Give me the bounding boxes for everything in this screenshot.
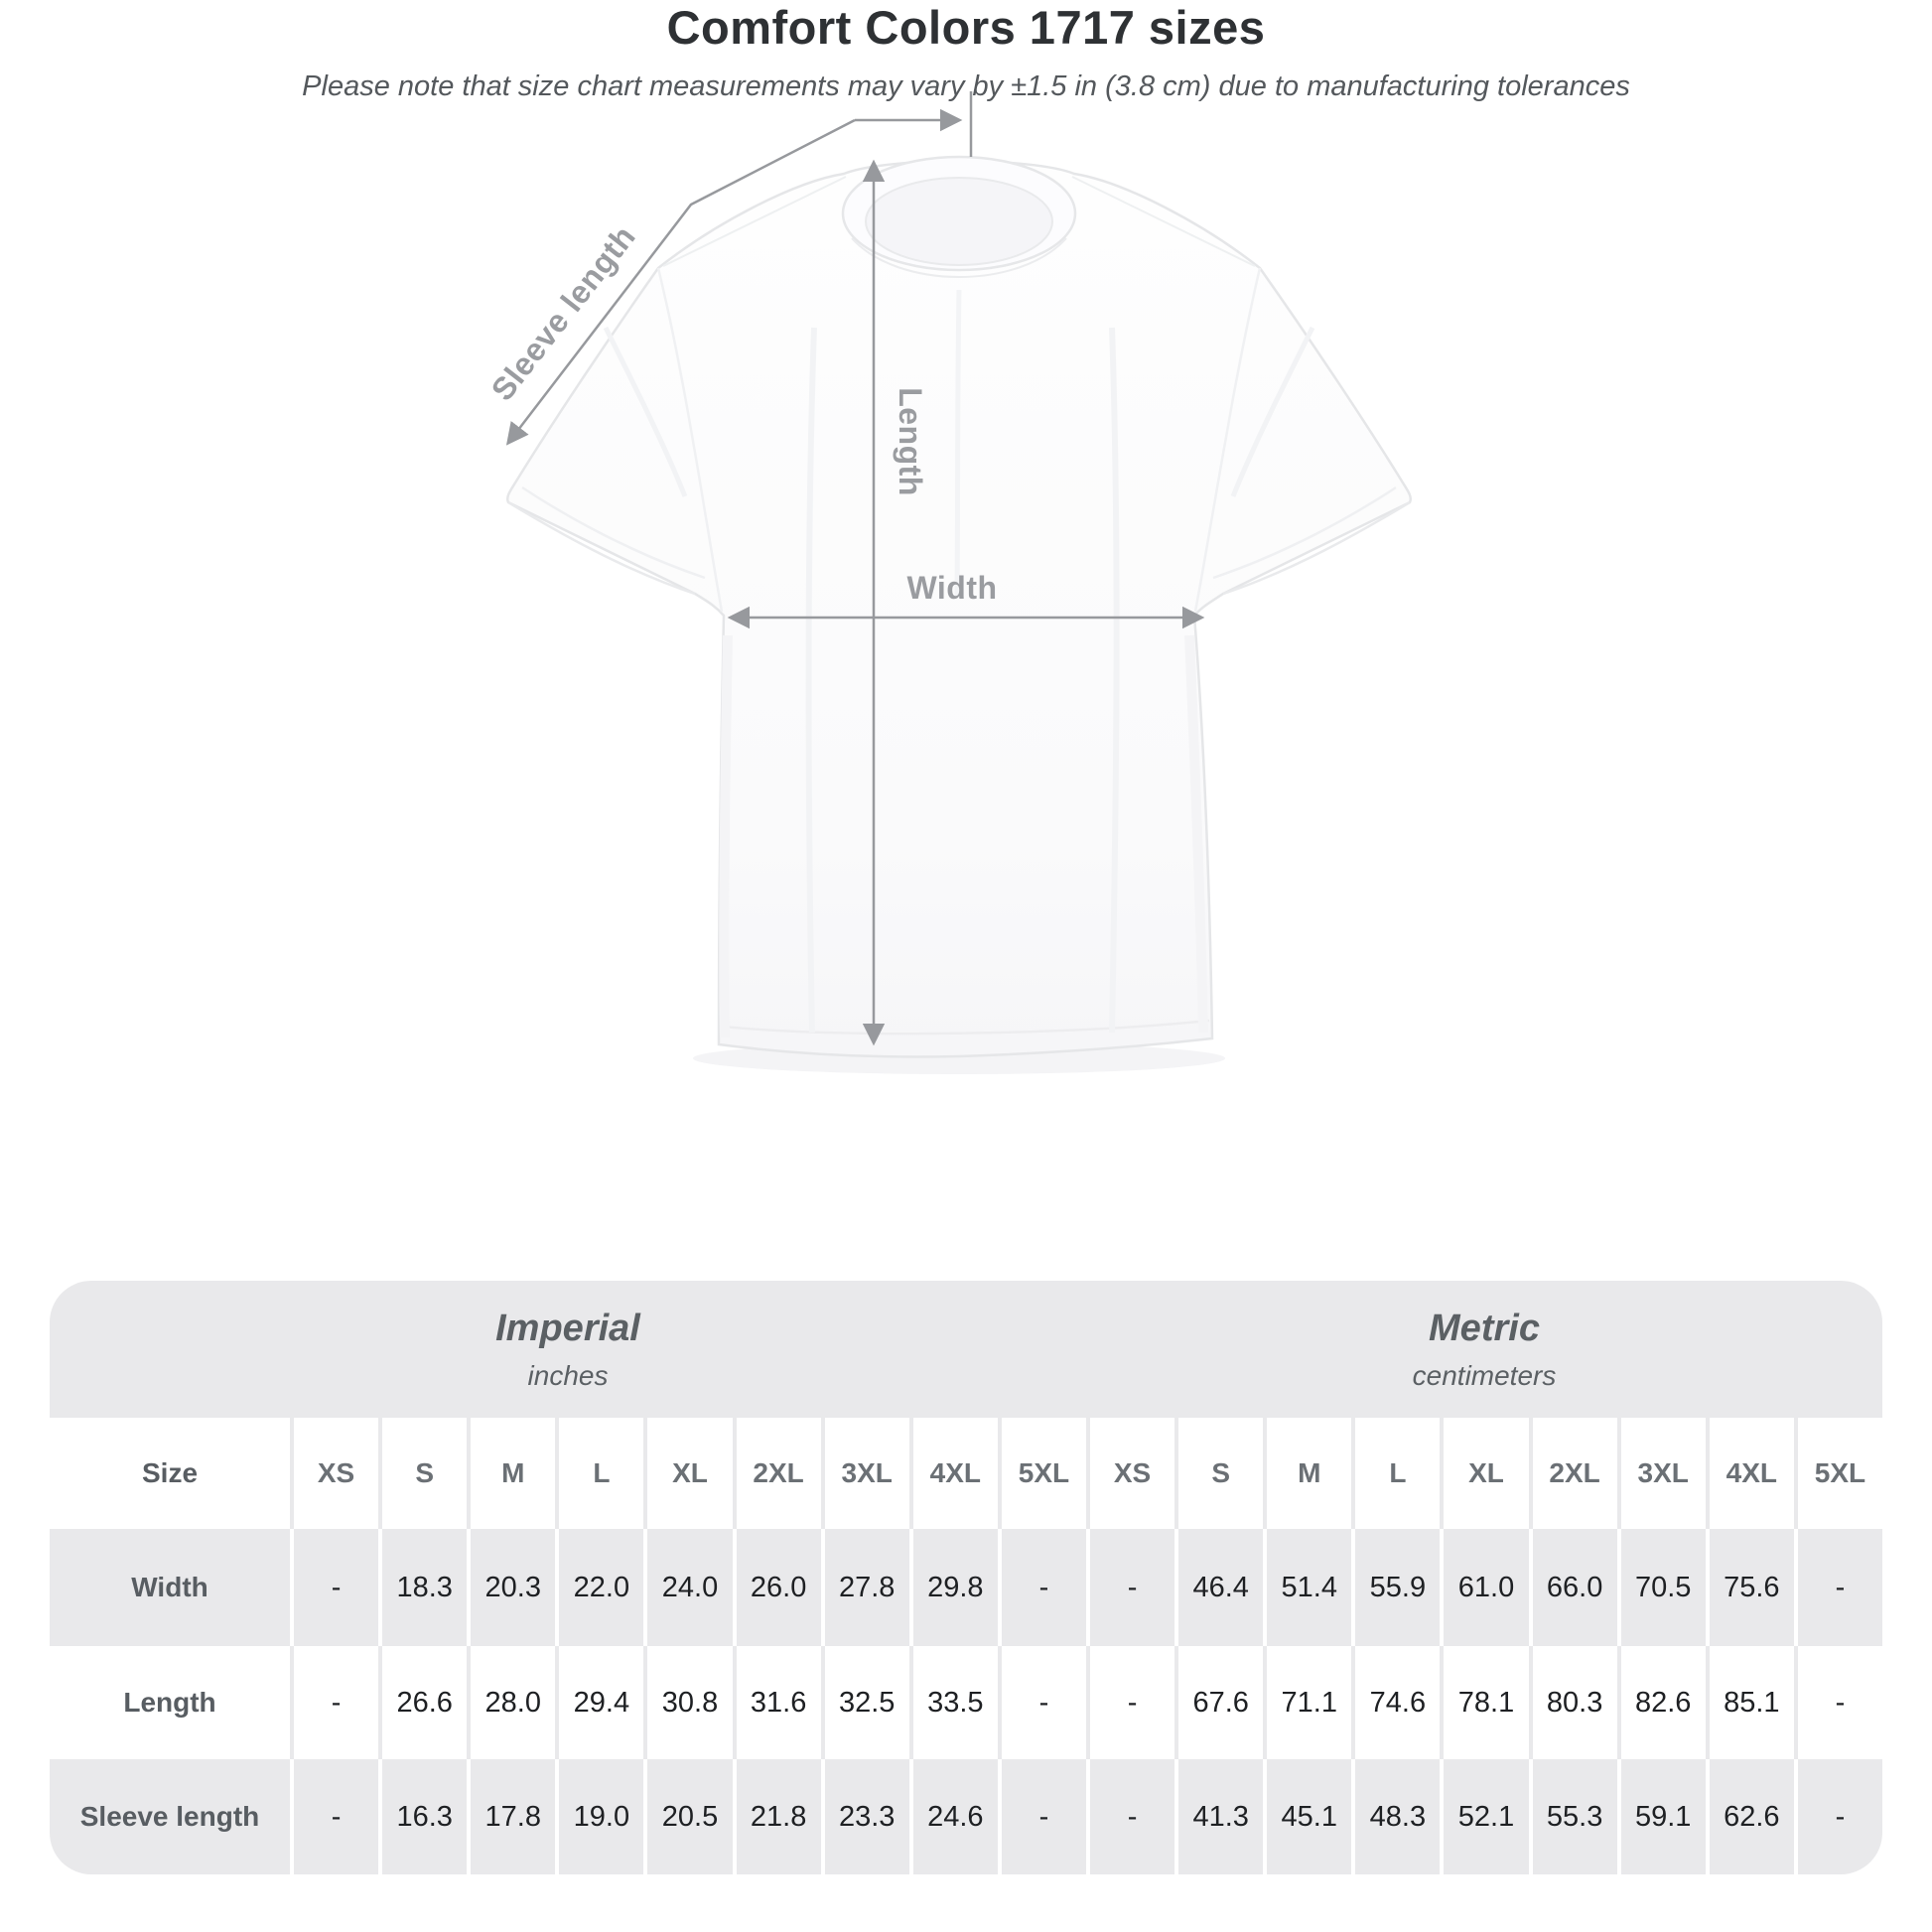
size-column-header: 2XL [732,1418,821,1529]
size-column-header: 3XL [820,1418,909,1529]
value-cell: - [1086,1529,1175,1646]
value-cell: - [997,1759,1086,1874]
value-cell: 26.6 [378,1646,468,1759]
value-cell: 85.1 [1705,1646,1794,1759]
metric-title: Metric [1429,1307,1540,1349]
value-cell: 70.5 [1616,1529,1706,1646]
value-cell: 33.5 [908,1646,998,1759]
value-cell: 62.6 [1705,1759,1794,1874]
value-cell: 45.1 [1263,1759,1352,1874]
value-cell: 20.3 [467,1529,556,1646]
size-column-header: XS [290,1418,379,1529]
value-cell: 55.9 [1351,1529,1441,1646]
value-cell: 71.1 [1263,1646,1352,1759]
row-label: Sleeve length [50,1759,290,1874]
value-cell: 29.8 [908,1529,998,1646]
row-label: Width [50,1529,290,1646]
value-cell: 31.6 [732,1646,821,1759]
value-cell: 16.3 [378,1759,468,1874]
size-column-header: 4XL [908,1418,998,1529]
value-cell: 78.1 [1440,1646,1529,1759]
value-cell: 51.4 [1263,1529,1352,1646]
value-cell: 75.6 [1705,1529,1794,1646]
value-cell: 22.0 [555,1529,644,1646]
table-row: Length -26.6 28.0 29.4 30.8 31.6 32.5 33.5- -67.… [50,1646,1882,1759]
tolerance-note: Please note that size chart measurements… [302,70,1630,102]
size-column-header: L [1351,1418,1441,1529]
value-cell: 55.3 [1528,1759,1617,1874]
size-column-header: XS [1086,1418,1175,1529]
value-cell: - [1793,1646,1882,1759]
table-body: Width -18.3 20.3 22.0 24.0 26.0 27.8 29.8- -46.4… [50,1529,1882,1874]
value-cell: 20.5 [643,1759,733,1874]
value-cell: 80.3 [1528,1646,1617,1759]
value-cell: - [997,1646,1086,1759]
size-column-header: XL [643,1418,733,1529]
table-row: Width -18.3 20.3 22.0 24.0 26.0 27.8 29.8- -46.4… [50,1529,1882,1646]
size-table: Imperial inches Metric centimeters Size … [50,1281,1882,1874]
metric-unit: centimeters [1412,1359,1557,1391]
width-label: Width [906,570,997,606]
value-cell: 67.6 [1174,1646,1264,1759]
imperial-unit: inches [527,1359,609,1391]
size-column-header: 3XL [1616,1418,1706,1529]
value-cell: 82.6 [1616,1646,1706,1759]
size-column-header: 2XL [1528,1418,1617,1529]
value-cell: 28.0 [467,1646,556,1759]
metric-header: Metric centimeters [1086,1281,1882,1418]
value-cell: 17.8 [467,1759,556,1874]
sleeve-length-line [505,118,856,446]
size-column-header: XL [1440,1418,1529,1529]
value-cell: 26.0 [732,1529,821,1646]
size-column-header: 5XL [1793,1418,1882,1529]
value-cell: 48.3 [1351,1759,1441,1874]
tshirt-collar [841,155,1077,278]
value-cell: 24.6 [908,1759,998,1874]
value-cell: - [290,1529,379,1646]
size-column-header: L [555,1418,644,1529]
value-cell: 74.6 [1351,1646,1441,1759]
sizes-header-row: Size XS S M L XL 2XL 3XL 4XL 5XL XS S M L XL 2XL 3XL 4XL… [50,1418,1882,1529]
value-cell: - [997,1529,1086,1646]
value-cell: 27.8 [820,1529,909,1646]
value-cell: 18.3 [378,1529,468,1646]
size-corner-label: Size [50,1418,290,1529]
heading-block: Comfort Colors 1717 sizes Please note th… [0,0,1932,103]
value-cell: - [1793,1759,1882,1874]
value-cell: 52.1 [1440,1759,1529,1874]
page-title: Comfort Colors 1717 sizes [666,1,1266,54]
tshirt-graphic [506,155,1412,1058]
value-cell: - [290,1759,379,1874]
value-cell: 41.3 [1174,1759,1264,1874]
size-column-header: 4XL [1705,1418,1794,1529]
value-cell: 19.0 [555,1759,644,1874]
measurement-lines [505,91,1205,1046]
value-cell: 59.1 [1616,1759,1706,1874]
imperial-header: Imperial inches [50,1281,1086,1418]
value-cell: 30.8 [643,1646,733,1759]
size-column-header: M [1263,1418,1352,1529]
value-cell: 66.0 [1528,1529,1617,1646]
value-cell: 21.8 [732,1759,821,1874]
size-column-header: S [378,1418,468,1529]
value-cell: 29.4 [555,1646,644,1759]
size-column-header: S [1174,1418,1264,1529]
size-column-header: M [467,1418,556,1529]
value-cell: - [1793,1529,1882,1646]
value-cell: 24.0 [643,1529,733,1646]
value-cell: 61.0 [1440,1529,1529,1646]
value-cell: 32.5 [820,1646,909,1759]
value-cell: - [1086,1759,1175,1874]
value-cell: - [290,1646,379,1759]
imperial-title: Imperial [495,1307,640,1349]
length-label: Length [893,387,928,496]
value-cell: 46.4 [1174,1529,1264,1646]
unit-header-band: Imperial inches Metric centimeters [50,1281,1882,1418]
size-column-header: 5XL [997,1418,1086,1529]
value-cell: 23.3 [820,1759,909,1874]
table-row: Sleeve length -16.3 17.8 19.0 20.5 21.8 23.3 24… [50,1759,1882,1874]
row-label: Length [50,1646,290,1759]
value-cell: - [1086,1646,1175,1759]
